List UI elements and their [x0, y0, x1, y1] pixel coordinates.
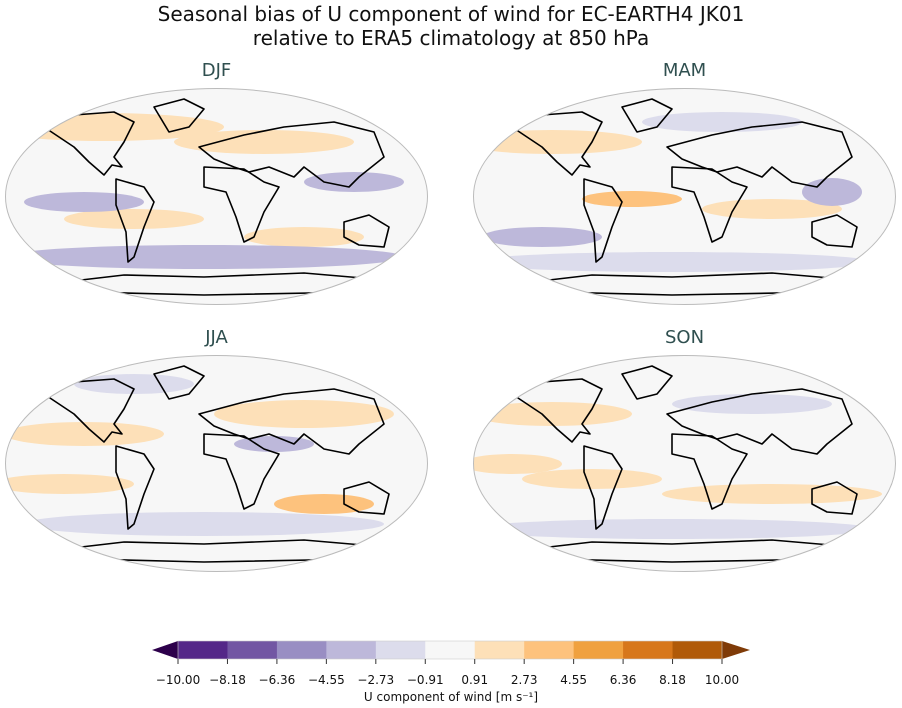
bias-region	[5, 474, 134, 494]
map-jja	[5, 355, 428, 572]
coastline	[343, 214, 390, 248]
colorbar-tick-label: 8.18	[659, 673, 686, 687]
colorbar-label: U component of wind [m s⁻¹]	[363, 690, 539, 704]
colorbar-under-arrow	[152, 641, 178, 659]
colorbar-segment	[276, 641, 327, 659]
coastline	[153, 365, 205, 400]
bias-region	[174, 130, 354, 154]
colorbar-tick-label: 4.55	[560, 673, 587, 687]
coastline	[511, 111, 603, 176]
coastline	[671, 166, 748, 243]
coastline	[621, 365, 673, 400]
coastline	[203, 166, 280, 243]
bias-region	[672, 394, 832, 414]
bias-region	[24, 192, 144, 212]
bias-region	[244, 227, 364, 247]
panel-title-son: SON	[664, 327, 705, 348]
colorbar-tick-label: −10.00	[155, 673, 201, 687]
colorbar-segment	[573, 641, 624, 659]
coastline	[153, 98, 205, 133]
colorbar-tick-label: −2.73	[357, 673, 395, 687]
coastline	[343, 481, 390, 515]
bias-region	[5, 422, 164, 446]
coastline	[203, 433, 280, 510]
bias-region	[214, 400, 394, 428]
map-djf	[5, 88, 428, 305]
map-boundary	[473, 355, 896, 572]
coastline	[511, 378, 603, 443]
bias-region	[522, 469, 662, 489]
bias-region	[662, 484, 882, 504]
colorbar-segment	[474, 641, 525, 659]
colorbar	[152, 640, 750, 664]
panel-title-jja: JJA	[205, 327, 228, 348]
colorbar-tick-label: 10.00	[704, 673, 740, 687]
colorbar-segment	[524, 641, 575, 659]
coastline	[43, 111, 135, 176]
coastline	[115, 178, 155, 263]
colorbar-over-arrow	[722, 641, 750, 659]
colorbar-segment	[623, 641, 674, 659]
coastline	[621, 98, 673, 133]
bias-region	[482, 227, 602, 247]
bias-region	[582, 191, 682, 207]
colorbar-tick-label: 0.91	[461, 673, 489, 687]
bias-region	[64, 209, 204, 229]
colorbar-tick-label: −4.55	[307, 673, 345, 687]
colorbar-segment	[178, 641, 228, 659]
bias-region	[802, 178, 862, 206]
coastline	[583, 445, 623, 530]
figure-title-line2: relative to ERA5 climatology at 850 hPa	[252, 26, 650, 50]
figure-title-line1: Seasonal bias of U component of wind for…	[157, 2, 745, 26]
map-boundary	[5, 88, 428, 305]
bias-region	[5, 245, 404, 269]
coastline	[811, 481, 858, 515]
panel-title-djf: DJF	[201, 60, 232, 81]
bias-region	[24, 512, 384, 536]
coastline	[115, 445, 155, 530]
bias-region	[74, 374, 194, 394]
colorbar-segment	[425, 641, 476, 659]
bias-region	[473, 252, 872, 272]
colorbar-tick-label: −0.91	[406, 673, 444, 687]
map-son	[473, 355, 896, 572]
coastline	[583, 178, 623, 263]
map-mam	[473, 88, 896, 305]
bias-region	[642, 112, 802, 132]
map-boundary	[5, 355, 428, 572]
colorbar-tick-label: 6.36	[609, 673, 637, 687]
colorbar-segment	[375, 641, 426, 659]
colorbar-tick-label: 2.73	[510, 673, 538, 687]
map-boundary	[473, 88, 896, 305]
bias-region	[274, 494, 374, 514]
colorbar-segment	[227, 641, 278, 659]
coastline	[43, 378, 135, 443]
colorbar-segment	[326, 641, 377, 659]
bias-region	[234, 436, 314, 452]
bias-region	[473, 519, 872, 539]
colorbar-segment	[672, 641, 723, 659]
colorbar-tick-label: −8.18	[209, 673, 246, 687]
bias-region	[473, 402, 632, 426]
colorbar-tick-label: −6.36	[258, 673, 296, 687]
bias-region	[473, 454, 562, 474]
panel-title-mam: MAM	[662, 60, 707, 81]
coastline	[671, 433, 748, 510]
coastline	[811, 214, 858, 248]
